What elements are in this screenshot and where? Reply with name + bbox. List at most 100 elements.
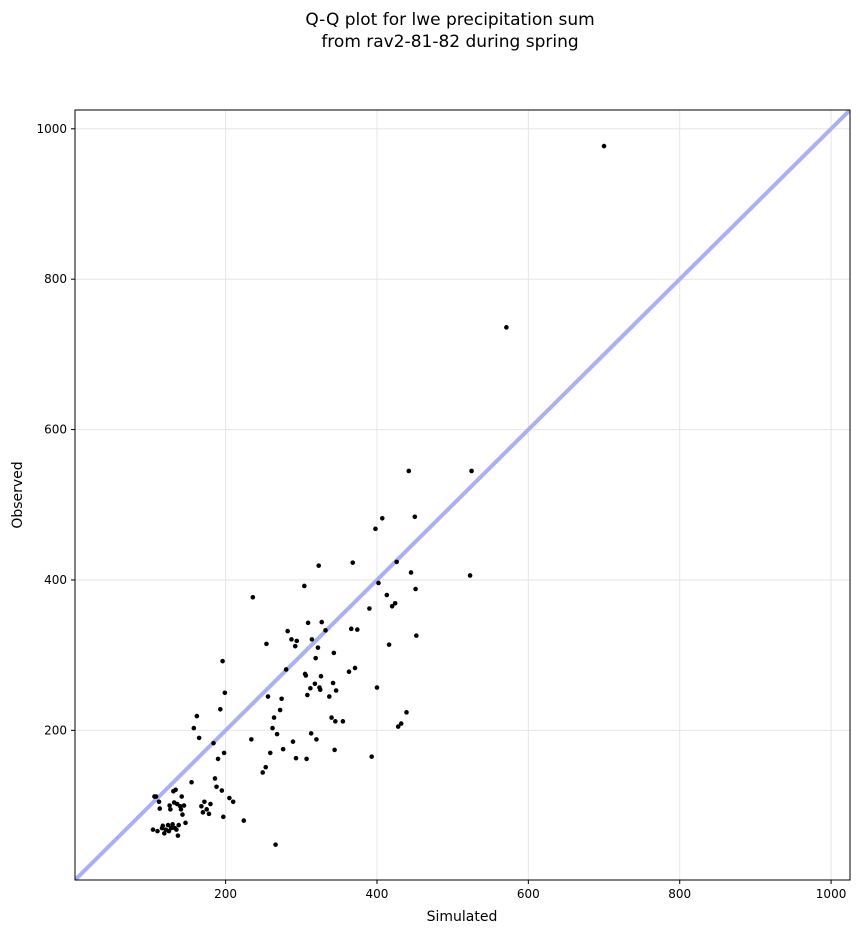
data-point	[398, 721, 404, 726]
data-point	[273, 842, 278, 847]
data-point	[218, 707, 223, 712]
data-points	[150, 143, 607, 847]
data-point	[332, 747, 337, 753]
y-tick-label: 1000	[36, 122, 67, 136]
data-point	[394, 559, 399, 565]
data-point	[196, 735, 202, 741]
data-point	[348, 626, 354, 632]
data-point	[395, 724, 401, 729]
y-axis-label: Observed	[10, 461, 26, 528]
x-tick-label: 200	[214, 887, 237, 901]
chart-title-line-2: from rav2-81-82 during spring	[321, 32, 578, 52]
data-point	[173, 787, 178, 793]
data-point	[404, 710, 409, 715]
data-point	[206, 811, 212, 817]
data-point	[302, 583, 307, 589]
data-point	[413, 586, 418, 592]
data-point	[191, 725, 197, 731]
data-point	[354, 627, 360, 632]
data-point	[369, 754, 374, 759]
y-tick-label: 600	[44, 423, 67, 437]
data-point	[170, 822, 175, 827]
data-point	[267, 750, 273, 756]
data-point	[277, 707, 283, 713]
data-point	[352, 665, 358, 671]
x-axis-label: Simulated	[427, 909, 498, 925]
data-point	[386, 642, 392, 647]
data-point	[264, 641, 269, 647]
data-point	[160, 823, 166, 829]
data-point	[155, 828, 160, 834]
data-point	[333, 688, 339, 693]
reference-line	[75, 110, 850, 880]
data-point	[406, 468, 412, 474]
data-point	[265, 694, 271, 699]
data-point	[249, 737, 254, 742]
data-point	[241, 818, 247, 823]
data-point	[292, 643, 298, 649]
data-point	[312, 681, 318, 687]
data-point	[289, 637, 294, 642]
data-point	[329, 715, 334, 720]
data-point	[379, 516, 385, 521]
data-point	[200, 810, 206, 815]
data-point	[293, 755, 299, 761]
data-point	[392, 600, 398, 606]
data-point	[167, 803, 172, 808]
data-point	[315, 645, 321, 650]
x-tick-label: 400	[366, 887, 389, 901]
data-point	[180, 812, 185, 817]
data-point	[214, 784, 219, 790]
data-point	[384, 592, 390, 598]
data-point	[350, 560, 356, 565]
data-point	[323, 628, 328, 633]
data-point	[183, 820, 188, 826]
data-point	[181, 803, 187, 808]
y-axis-ticks: 200 400 600 800 1000	[36, 122, 75, 737]
y-tick-label: 400	[44, 573, 67, 587]
data-point	[294, 638, 300, 644]
data-point	[333, 719, 338, 724]
data-point	[318, 673, 324, 679]
data-point	[165, 822, 171, 828]
data-point	[408, 570, 414, 575]
data-point	[283, 667, 289, 672]
data-point	[316, 563, 322, 568]
data-point	[168, 825, 174, 831]
data-point	[263, 764, 269, 770]
data-point	[279, 696, 284, 702]
data-point	[199, 804, 204, 809]
x-tick-label: 1000	[816, 887, 847, 901]
data-point	[319, 619, 325, 625]
data-point	[222, 690, 228, 696]
data-point	[221, 814, 226, 820]
data-point	[367, 606, 372, 611]
data-point	[202, 799, 207, 805]
x-tick-label: 600	[517, 887, 540, 901]
data-point	[309, 637, 315, 642]
data-point	[227, 795, 232, 801]
data-point	[176, 822, 181, 828]
x-axis-ticks: 200 400 600 800 1000	[214, 880, 846, 901]
data-point	[157, 806, 163, 811]
data-point	[189, 779, 194, 785]
data-point	[305, 620, 311, 626]
data-point	[221, 750, 227, 756]
data-point	[179, 794, 185, 799]
data-point	[340, 719, 346, 724]
data-point	[270, 725, 275, 731]
data-point	[504, 325, 509, 330]
data-point	[304, 756, 309, 762]
data-point	[175, 833, 181, 838]
data-point	[211, 740, 216, 746]
data-point	[330, 680, 336, 686]
data-point	[308, 731, 314, 736]
data-point	[274, 731, 280, 737]
data-point	[168, 807, 173, 812]
chart-title-line-1: Q-Q plot for lwe precipitation sum	[305, 10, 594, 30]
data-point	[313, 655, 318, 661]
data-point	[230, 799, 236, 805]
data-point	[150, 827, 156, 832]
data-point	[153, 794, 159, 799]
